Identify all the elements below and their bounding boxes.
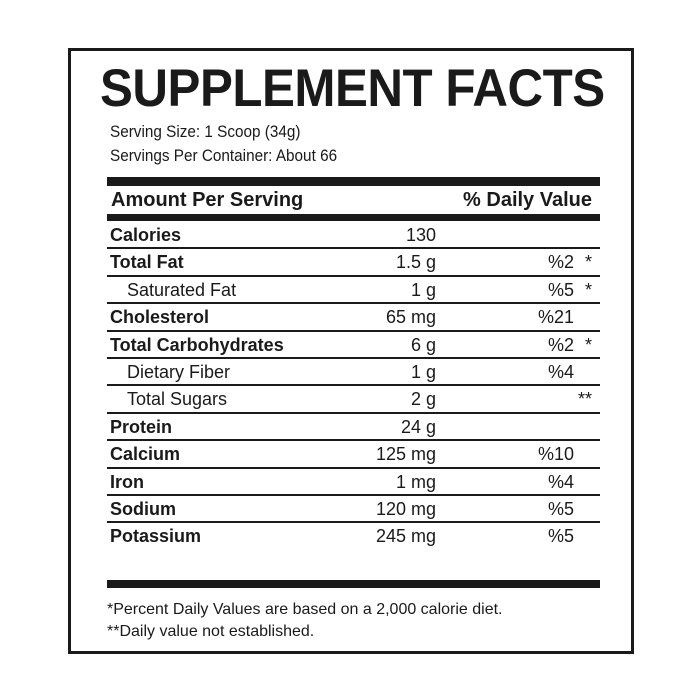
servings-per-container: Servings Per Container: About 66	[110, 146, 338, 165]
nutrient-row: Saturated Fat 1 g %5 *	[107, 277, 600, 305]
nutrient-amount: 24 g	[400, 416, 436, 437]
top-thick-rule	[107, 177, 600, 186]
nutrient-row: Sodium 120 mg %5	[107, 496, 600, 524]
nutrient-row: Total Sugars 2 g **	[107, 386, 600, 414]
nutrient-row: Protein 24 g	[107, 414, 600, 442]
nutrient-table: Calories 130 Total Fat 1.5 g %2 * Saturated Fa…	[107, 222, 600, 551]
nutrient-name: Total Fat	[110, 252, 184, 273]
amount-header: Amount Per Serving	[111, 189, 304, 211]
nutrient-daily-value: %4	[547, 361, 574, 382]
panel-title: SUPPLEMENT FACTS	[100, 59, 605, 118]
nutrient-amount: 1 g	[410, 279, 436, 300]
nutrient-name: Sodium	[110, 498, 176, 519]
supplement-facts-panel	[68, 48, 634, 654]
nutrient-name: Calcium	[110, 444, 181, 465]
nutrient-name: Dietary Fiber	[127, 361, 231, 382]
nutrient-name: Total Sugars	[127, 389, 228, 410]
nutrient-row: Potassium 245 mg %5	[107, 523, 600, 550]
nutrient-amount: 65 mg	[385, 307, 436, 328]
nutrient-amount: 1 g	[410, 361, 436, 382]
nutrient-footnote-mark: *	[584, 252, 592, 273]
nutrient-name: Protein	[110, 416, 173, 437]
nutrient-daily-value: %2	[547, 334, 574, 355]
nutrient-daily-value: %2	[547, 252, 574, 273]
nutrient-row: Dietary Fiber 1 g %4	[107, 359, 600, 387]
nutrient-name: Total Carbohydrates	[110, 334, 284, 355]
bottom-thick-rule	[107, 580, 600, 588]
nutrient-row: Cholesterol 65 mg %21	[107, 304, 600, 332]
nutrient-row: Calories 130	[107, 222, 600, 250]
nutrient-name: Saturated Fat	[127, 279, 237, 300]
table-header: Amount Per Serving % Daily Value	[107, 185, 600, 215]
nutrient-footnote-mark: *	[584, 279, 592, 300]
nutrient-name: Calories	[110, 225, 182, 245]
nutrient-footnote-mark: **	[577, 389, 592, 410]
nutrient-daily-value: %5	[547, 279, 574, 300]
nutrient-amount: 1 mg	[395, 471, 436, 492]
nutrient-daily-value: %10	[537, 444, 574, 465]
nutrient-amount: 125 mg	[375, 444, 436, 465]
footnote-not-established: **Daily value not established.	[107, 623, 315, 640]
nutrient-footnote-mark: *	[584, 334, 592, 355]
nutrient-name: Cholesterol	[110, 307, 210, 328]
nutrient-daily-value: %4	[547, 471, 574, 492]
nutrient-amount: 130	[405, 225, 436, 245]
serving-size: Serving Size: 1 Scoop (34g)	[110, 122, 301, 141]
nutrient-name: Iron	[110, 471, 144, 492]
nutrient-daily-value: %5	[547, 498, 574, 519]
nutrient-daily-value: %21	[537, 307, 574, 328]
header-rule	[107, 214, 600, 221]
nutrient-row: Total Carbohydrates 6 g %2 *	[107, 332, 600, 359]
nutrient-amount: 120 mg	[375, 498, 436, 519]
nutrient-amount: 1.5 g	[395, 252, 436, 273]
footnote-percent: *Percent Daily Values are based on a 2,0…	[107, 601, 503, 618]
nutrient-amount: 2 g	[410, 389, 436, 410]
nutrient-name: Potassium	[110, 526, 202, 547]
nutrient-row: Calcium 125 mg %10	[107, 441, 600, 469]
nutrient-row: Iron 1 mg %4	[107, 469, 600, 496]
nutrient-amount: 6 g	[410, 334, 436, 355]
nutrient-amount: 245 mg	[375, 526, 436, 547]
nutrient-row: Total Fat 1.5 g %2 *	[107, 249, 600, 277]
nutrient-daily-value: %5	[547, 526, 574, 547]
daily-value-header: % Daily Value	[463, 189, 592, 211]
